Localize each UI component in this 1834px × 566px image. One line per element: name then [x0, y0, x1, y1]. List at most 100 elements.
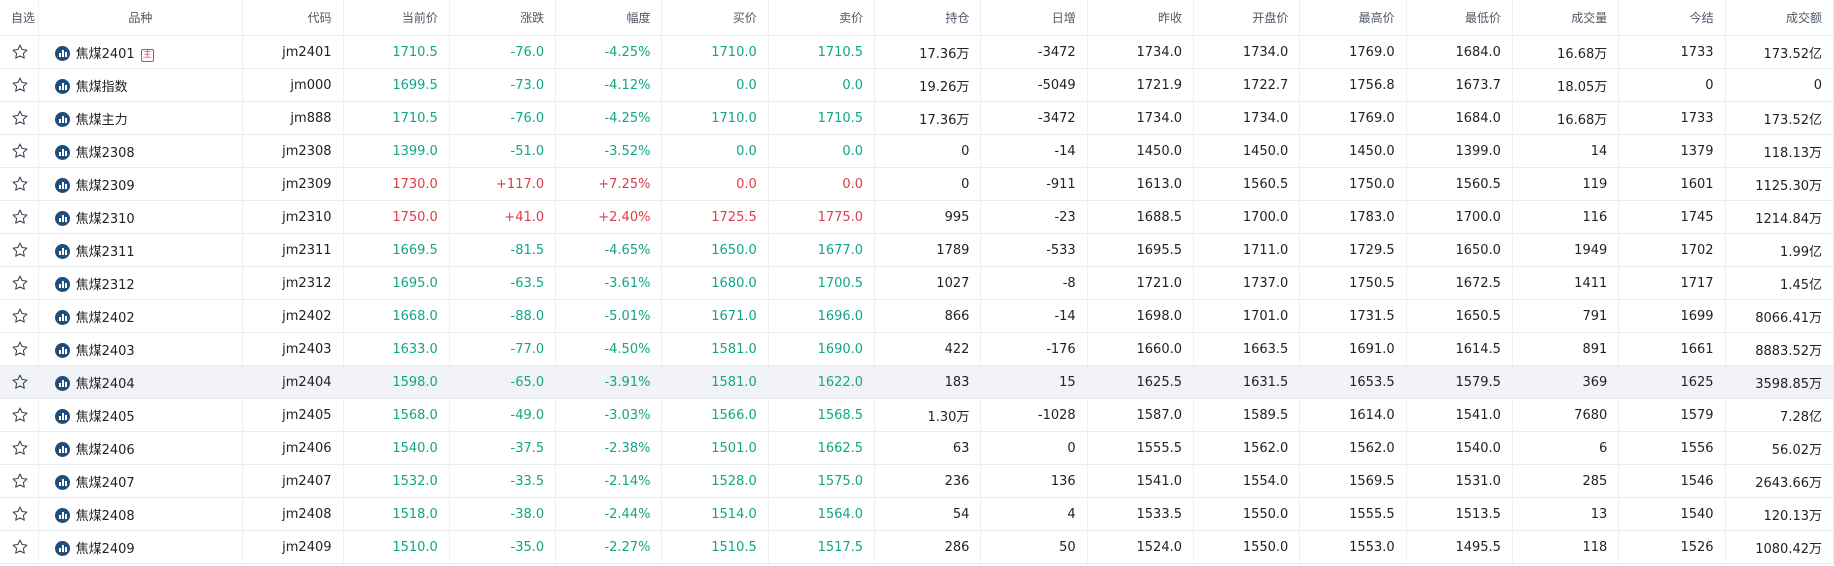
watchlist-star-icon[interactable]: [0, 200, 39, 234]
watchlist-star-icon[interactable]: [0, 431, 39, 465]
price-cell: 1633.0: [343, 332, 450, 366]
table-row[interactable]: 焦煤2409 jm2409 1510.0 -35.0 -2.27% 1510.5 1517.…: [0, 530, 1834, 564]
daily-change-cell: -1028: [980, 398, 1088, 432]
change-cell: -63.5: [449, 266, 557, 300]
col-header-name[interactable]: 品种: [38, 0, 244, 36]
bid-cell: 1501.0: [661, 431, 769, 465]
watchlist-star-icon[interactable]: [0, 233, 39, 267]
price-cell: 1695.0: [343, 266, 450, 300]
watchlist-star-icon[interactable]: [0, 35, 39, 69]
ask-cell: 1710.5: [768, 35, 876, 69]
col-header-open[interactable]: 开盘价: [1193, 0, 1301, 36]
product-name-cell[interactable]: 焦煤主力: [38, 101, 244, 135]
product-name-cell[interactable]: 焦煤2403: [38, 332, 244, 366]
col-header-percent[interactable]: 幅度: [555, 0, 663, 36]
amount-cell: 120.13万: [1725, 497, 1834, 531]
product-name-cell[interactable]: 焦煤2310: [38, 200, 244, 234]
table-row[interactable]: 焦煤2309 jm2309 1730.0 +117.0 +7.25% 0.0 0.0 0 -91…: [0, 167, 1834, 201]
open-cell: 1737.0: [1193, 266, 1301, 300]
product-name-cell[interactable]: 焦煤指数: [38, 68, 244, 102]
amount-cell: 1214.84万: [1725, 200, 1834, 234]
prev-close-cell: 1625.5: [1087, 365, 1195, 399]
table-row[interactable]: 焦煤2312 jm2312 1695.0 -63.5 -3.61% 1680.0 1700.…: [0, 266, 1834, 300]
price-cell: 1510.0: [343, 530, 450, 564]
product-name-cell[interactable]: 焦煤2308: [38, 134, 244, 168]
table-row[interactable]: 焦煤2402 jm2402 1668.0 -88.0 -5.01% 1671.0 1696.…: [0, 299, 1834, 333]
product-name-cell[interactable]: 焦煤2408: [38, 497, 244, 531]
watchlist-star-icon[interactable]: [0, 530, 39, 564]
watchlist-star-icon[interactable]: [0, 464, 39, 498]
product-name-cell[interactable]: 焦煤2409: [38, 530, 244, 564]
watchlist-star-icon[interactable]: [0, 398, 39, 432]
table-row[interactable]: 焦煤2310 jm2310 1750.0 +41.0 +2.40% 1725.5 1775.…: [0, 200, 1834, 234]
amount-cell: 3598.85万: [1725, 365, 1834, 399]
prev-close-cell: 1524.0: [1087, 530, 1195, 564]
watchlist-star-icon[interactable]: [0, 134, 39, 168]
col-header-amount[interactable]: 成交额: [1725, 0, 1834, 36]
product-name-cell[interactable]: 焦煤2405: [38, 398, 244, 432]
watchlist-star-icon[interactable]: [0, 167, 39, 201]
watchlist-star-icon[interactable]: [0, 101, 39, 135]
product-name-cell[interactable]: 焦煤2407: [38, 464, 244, 498]
col-header-volume[interactable]: 成交量: [1512, 0, 1620, 36]
col-header-watch[interactable]: 自选: [0, 0, 39, 36]
col-header-code[interactable]: 代码: [242, 0, 344, 36]
table-row[interactable]: 焦煤2404 jm2404 1598.0 -65.0 -3.91% 1581.0 1622.…: [0, 365, 1834, 399]
code-cell: jm2408: [242, 497, 344, 531]
watchlist-star-icon[interactable]: [0, 365, 39, 399]
open-cell: 1550.0: [1193, 497, 1301, 531]
product-name-cell[interactable]: 焦煤2406: [38, 431, 244, 465]
table-row[interactable]: 焦煤2405 jm2405 1568.0 -49.0 -3.03% 1566.0 1568.…: [0, 398, 1834, 432]
open-interest-cell: 1789: [874, 233, 982, 267]
col-header-change[interactable]: 涨跌: [449, 0, 557, 36]
watchlist-star-icon[interactable]: [0, 68, 39, 102]
volume-cell: 369: [1512, 365, 1620, 399]
watchlist-star-icon[interactable]: [0, 299, 39, 333]
product-name: 焦煤主力: [75, 112, 128, 128]
open-interest-cell: 183: [874, 365, 982, 399]
product-name-cell[interactable]: 焦煤2312: [38, 266, 244, 300]
watchlist-star-icon[interactable]: [0, 497, 39, 531]
volume-cell: 16.68万: [1512, 35, 1620, 69]
daily-change-cell: -176: [980, 332, 1088, 366]
product-name-cell[interactable]: 焦煤2309: [38, 167, 244, 201]
table-row[interactable]: 焦煤2406 jm2406 1540.0 -37.5 -2.38% 1501.0 1662.…: [0, 431, 1834, 465]
bid-cell: 1680.0: [661, 266, 769, 300]
watchlist-star-icon[interactable]: [0, 332, 39, 366]
col-header-high[interactable]: 最高价: [1299, 0, 1407, 36]
col-header-open-interest[interactable]: 持仓: [874, 0, 982, 36]
col-header-price[interactable]: 当前价: [343, 0, 450, 36]
table-row[interactable]: 焦煤2401 主 jm2401 1710.5 -76.0 -4.25% 1710.0 1710…: [0, 35, 1834, 69]
product-name: 焦煤2312: [75, 277, 135, 293]
table-row[interactable]: 焦煤指数 jm000 1699.5 -73.0 -4.12% 0.0 0.0 19.26万 -5…: [0, 68, 1834, 102]
product-name-cell[interactable]: 焦煤2402: [38, 299, 244, 333]
ask-cell: 1677.0: [768, 233, 876, 267]
code-cell: jm2311: [242, 233, 344, 267]
col-header-ask[interactable]: 卖价: [768, 0, 876, 36]
col-header-low[interactable]: 最低价: [1406, 0, 1513, 36]
ask-cell: 0.0: [768, 134, 876, 168]
table-row[interactable]: 焦煤2308 jm2308 1399.0 -51.0 -3.52% 0.0 0.0 0 -14 1…: [0, 134, 1834, 168]
product-name-cell[interactable]: 焦煤2311: [38, 233, 244, 267]
ask-cell: 1662.5: [768, 431, 876, 465]
ask-cell: 1690.0: [768, 332, 876, 366]
table-row[interactable]: 焦煤主力 jm888 1710.5 -76.0 -4.25% 1710.0 1710.5 17…: [0, 101, 1834, 135]
volume-cell: 13: [1512, 497, 1620, 531]
bid-cell: 0.0: [661, 134, 769, 168]
col-header-settle[interactable]: 今结: [1618, 0, 1726, 36]
table-row[interactable]: 焦煤2407 jm2407 1532.0 -33.5 -2.14% 1528.0 1575.…: [0, 464, 1834, 498]
product-name-cell[interactable]: 焦煤2401 主: [38, 35, 244, 69]
table-row[interactable]: 焦煤2408 jm2408 1518.0 -38.0 -2.44% 1514.0 1564.…: [0, 497, 1834, 531]
col-header-daily-change[interactable]: 日增: [980, 0, 1088, 36]
amount-cell: 1.45亿: [1725, 266, 1834, 300]
watchlist-star-icon[interactable]: [0, 266, 39, 300]
table-row[interactable]: 焦煤2403 jm2403 1633.0 -77.0 -4.50% 1581.0 1690.…: [0, 332, 1834, 366]
col-header-bid[interactable]: 买价: [661, 0, 769, 36]
settle-cell: 1625: [1618, 365, 1726, 399]
price-cell: 1699.5: [343, 68, 450, 102]
col-header-prev-close[interactable]: 昨收: [1087, 0, 1195, 36]
high-cell: 1691.0: [1299, 332, 1407, 366]
product-name-cell[interactable]: 焦煤2404: [38, 365, 244, 399]
bid-cell: 1514.0: [661, 497, 769, 531]
table-row[interactable]: 焦煤2311 jm2311 1669.5 -81.5 -4.65% 1650.0 1677.…: [0, 233, 1834, 267]
